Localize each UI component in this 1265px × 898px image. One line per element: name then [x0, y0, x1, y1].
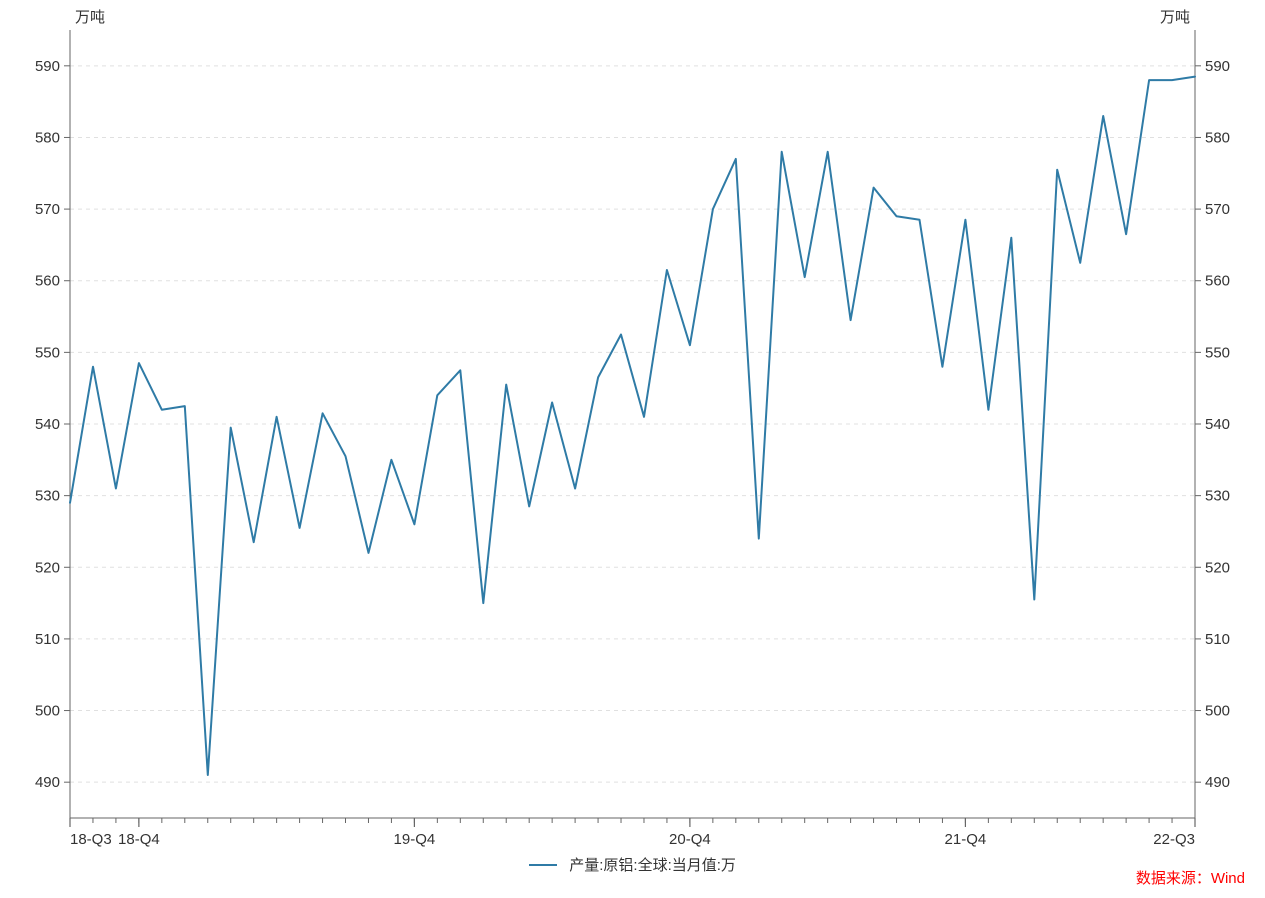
legend-swatch [529, 864, 557, 866]
y-tick-label-right: 590 [1205, 58, 1230, 75]
y-tick-label-right: 490 [1205, 774, 1230, 791]
y-tick-label-left: 590 [35, 58, 60, 75]
y-tick-label-right: 520 [1205, 559, 1230, 576]
y-tick-label-left: 520 [35, 559, 60, 576]
x-tick-label: 21-Q4 [945, 831, 987, 848]
y-tick-label-left: 530 [35, 488, 60, 505]
y-tick-label-right: 530 [1205, 488, 1230, 505]
x-tick-label: 18-Q3 [70, 831, 112, 848]
y-tick-label-right: 500 [1205, 703, 1230, 720]
y-tick-label-left: 500 [35, 703, 60, 720]
x-tick-label: 22-Q3 [1153, 831, 1195, 848]
y-axis-title-left: 万吨 [75, 9, 105, 26]
legend-label: 产量:原铝:全球:当月值:万 [569, 857, 736, 874]
y-tick-label-right: 580 [1205, 129, 1230, 146]
x-tick-label: 19-Q4 [394, 831, 436, 848]
x-tick-label: 18-Q4 [118, 831, 160, 848]
series-line [70, 77, 1195, 775]
x-tick-label: 20-Q4 [669, 831, 711, 848]
line-chart: 490 490 500 500 510 510 520 520 530 530 540 540 550 5… [0, 0, 1265, 898]
y-tick-label-left: 540 [35, 416, 60, 433]
y-tick-label-left: 560 [35, 273, 60, 290]
source-note: 数据来源：Wind [1136, 867, 1245, 888]
y-tick-label-right: 510 [1205, 631, 1230, 648]
y-tick-label-left: 570 [35, 201, 60, 218]
y-axis-title-right: 万吨 [1160, 9, 1190, 26]
y-tick-label-right: 560 [1205, 273, 1230, 290]
y-tick-label-left: 550 [35, 344, 60, 361]
y-tick-label-right: 550 [1205, 344, 1230, 361]
legend: 产量:原铝:全球:当月值:万 [0, 854, 1265, 875]
y-tick-label-left: 510 [35, 631, 60, 648]
y-tick-label-right: 570 [1205, 201, 1230, 218]
y-tick-label-left: 490 [35, 774, 60, 791]
y-tick-label-left: 580 [35, 129, 60, 146]
chart-container: 490 490 500 500 510 510 520 520 530 530 540 540 550 5… [0, 0, 1265, 898]
y-tick-label-right: 540 [1205, 416, 1230, 433]
